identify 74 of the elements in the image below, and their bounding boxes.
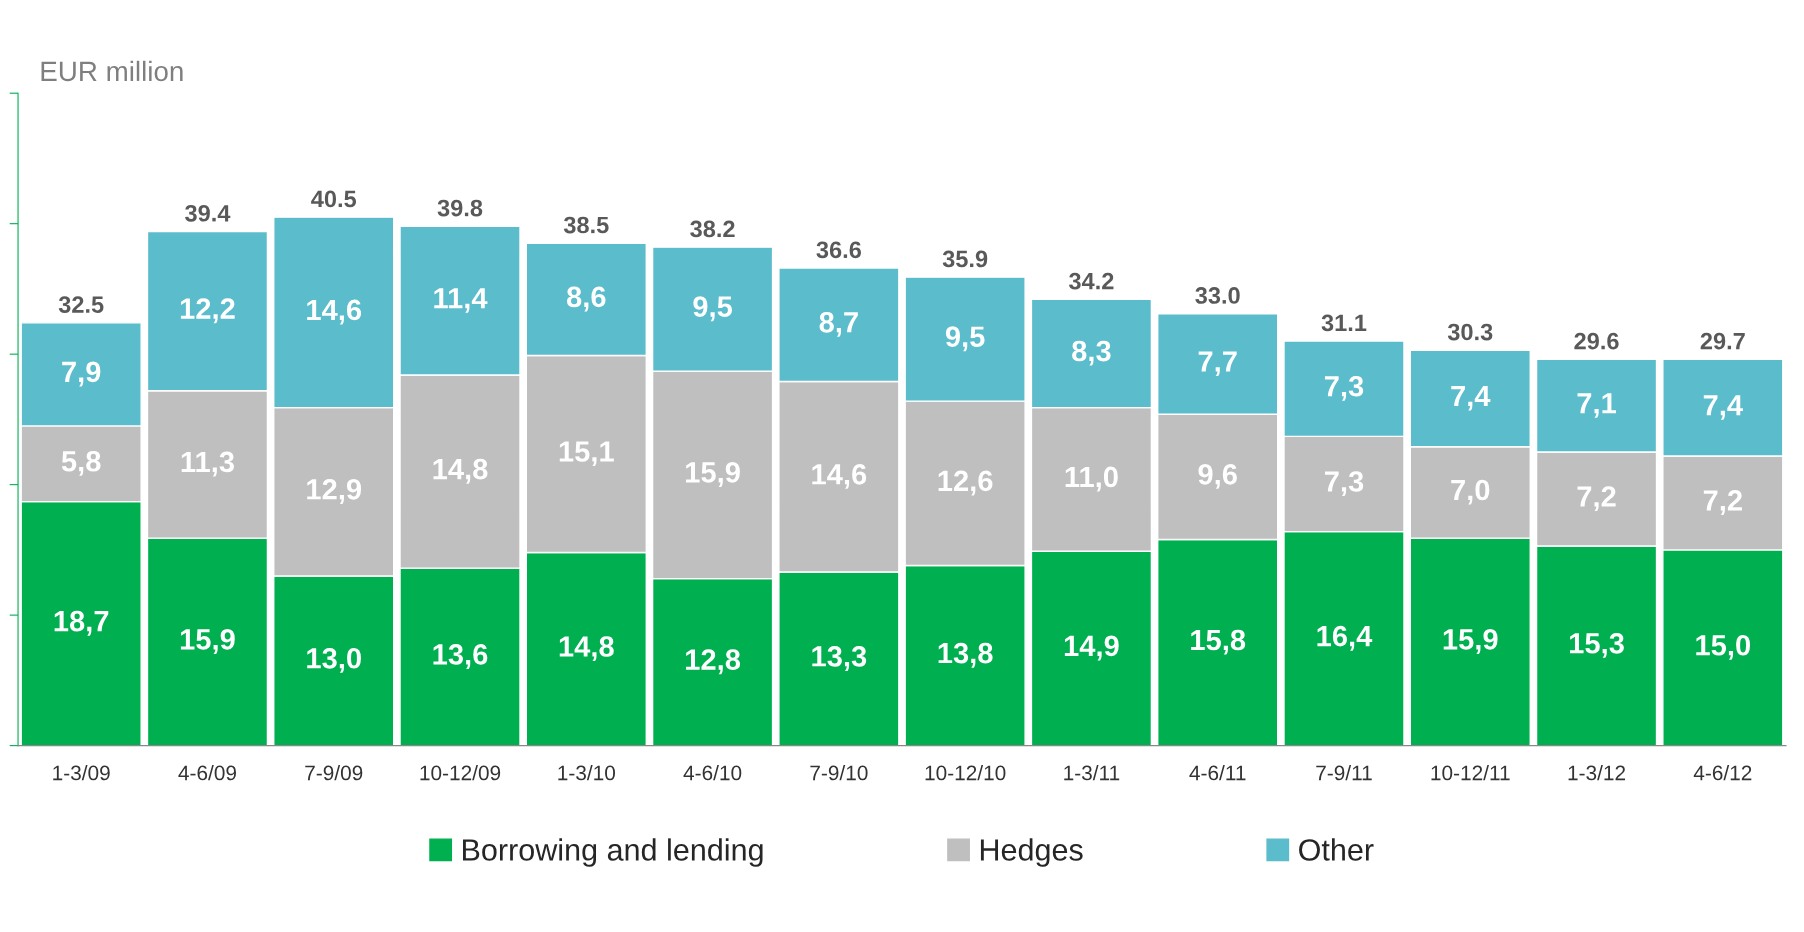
total-label: 31.1 (1321, 314, 1367, 332)
total-label: 30.3 (1447, 323, 1493, 341)
data-label: 7,4 (1703, 395, 1743, 420)
data-label: 9,5 (693, 296, 733, 322)
legend-label: Hedges (980, 838, 1083, 867)
data-label: 14,8 (559, 636, 614, 662)
data-label: 13,3 (812, 646, 867, 671)
data-label: 9,6 (1198, 463, 1237, 489)
data-label: 15,9 (686, 462, 740, 487)
data-label: 8,6 (566, 286, 606, 312)
data-label: 11,3 (181, 451, 234, 477)
data-label: 11,4 (434, 288, 488, 313)
y-axis-title: EUR million (41, 60, 183, 82)
x-tick-label: 10-12/10 (925, 765, 1006, 781)
data-label: 15,1 (559, 441, 614, 467)
data-label: 16,4 (1317, 625, 1373, 651)
total-label: 40.5 (311, 190, 357, 208)
x-tick-label: 4-6/10 (683, 765, 742, 781)
data-label: 12,2 (180, 298, 235, 324)
x-tick-label: 4-6/11 (1189, 765, 1246, 781)
total-label: 29.6 (1574, 332, 1619, 350)
data-label: 18,7 (54, 610, 109, 636)
x-tick-label: 7-9/11 (1316, 765, 1372, 781)
data-label: 15,9 (180, 629, 235, 654)
x-tick-label: 10-12/09 (420, 765, 501, 781)
data-label: 7,0 (1451, 479, 1490, 505)
total-label: 32.5 (58, 296, 104, 313)
data-label: 15,3 (1570, 632, 1624, 658)
x-tick-label: 1-3/11 (1064, 765, 1120, 781)
data-label: 15,0 (1696, 634, 1751, 660)
data-label: 12,9 (307, 478, 362, 504)
total-label: 34.2 (1068, 272, 1114, 290)
data-label: 7,7 (1198, 351, 1237, 376)
total-label: 35.9 (942, 250, 988, 268)
data-label: 14,8 (433, 458, 488, 484)
total-label: 36.6 (816, 241, 861, 259)
total-label: 38.2 (690, 220, 735, 238)
data-label: 12,8 (686, 649, 741, 675)
data-label: 15,8 (1191, 629, 1246, 655)
total-label: 38.5 (563, 216, 609, 234)
data-label: 13,8 (938, 642, 993, 668)
data-label: 15,9 (1443, 629, 1498, 654)
data-label: 13,0 (307, 647, 361, 673)
data-label: 7,2 (1703, 490, 1742, 515)
x-tick-label: 4-6/12 (1693, 765, 1752, 781)
x-tick-label: 1-3/10 (558, 765, 616, 781)
data-label: 9,5 (945, 326, 985, 352)
legend-label: Other (1299, 838, 1374, 861)
x-tick-label: 7-9/09 (305, 765, 363, 781)
x-tick-label: 10-12/11 (1431, 765, 1510, 781)
data-label: 7,3 (1324, 471, 1364, 497)
data-label: 14,9 (1064, 635, 1119, 661)
x-tick-label: 7-9/10 (810, 765, 868, 781)
data-label: 11,0 (1065, 466, 1118, 492)
data-label: 12,6 (938, 470, 993, 496)
x-tick-label: 4-6/09 (178, 765, 237, 781)
data-label: 7,2 (1577, 486, 1616, 512)
data-label: 14,6 (307, 299, 362, 325)
x-tick-label: 1-3/12 (1568, 765, 1626, 781)
x-tick-label: 1-3/09 (53, 765, 110, 781)
data-label: 8,7 (819, 311, 858, 337)
data-label: 5,8 (61, 450, 101, 476)
data-label: 7,9 (62, 361, 101, 387)
data-label: 7,4 (1451, 386, 1491, 411)
data-label: 13,6 (433, 644, 488, 669)
total-label: 39.4 (185, 204, 231, 222)
total-label: 33.0 (1195, 287, 1240, 304)
data-label: 14,6 (812, 463, 867, 489)
data-label: 8,3 (1072, 340, 1111, 366)
data-label: 7,1 (1577, 393, 1616, 418)
total-label: 29.7 (1700, 332, 1745, 350)
total-label: 39.8 (437, 199, 483, 217)
data-label: 7,3 (1324, 375, 1364, 401)
legend-label: Borrowing and lending (463, 838, 763, 867)
